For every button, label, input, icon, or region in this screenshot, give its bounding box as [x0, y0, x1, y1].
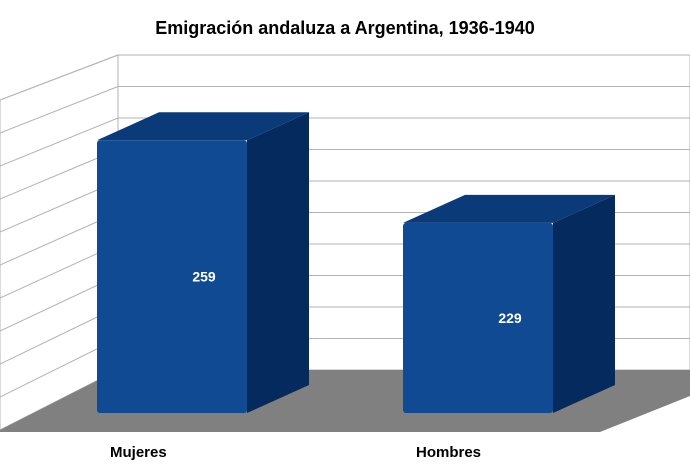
bars	[97, 112, 615, 414]
data-label: 229	[498, 310, 522, 326]
bar-front	[403, 222, 553, 413]
category-label: Hombres	[416, 444, 481, 461]
bar-hombres	[403, 194, 615, 413]
gridline-side	[0, 86, 119, 134]
gridline-side	[0, 54, 119, 101]
bar-side	[553, 194, 615, 413]
bar-top	[403, 194, 615, 223]
chart-title: Emigración andaluza a Argentina, 1936-19…	[155, 18, 535, 38]
data-label: 259	[192, 269, 216, 285]
bar-side	[247, 112, 309, 414]
labels: 259 Mujeres 229 Hombres	[110, 269, 522, 461]
gridline-side	[0, 117, 119, 167]
bar-top	[97, 112, 309, 141]
category-label: Mujeres	[110, 444, 167, 461]
bar-mujeres	[97, 112, 309, 414]
bar-front	[97, 140, 247, 414]
